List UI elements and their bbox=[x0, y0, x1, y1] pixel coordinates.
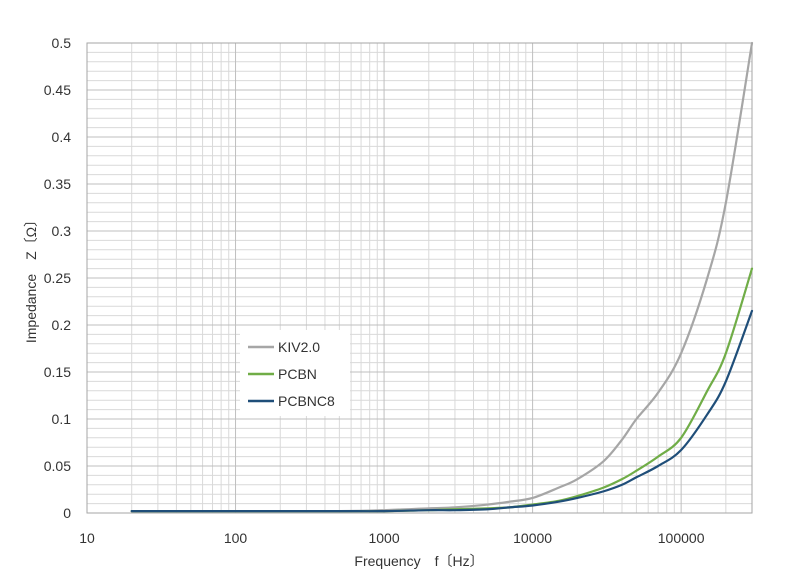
x-tick-label: 100 bbox=[224, 530, 248, 546]
y-axis-title: Impedance Z〔Ω〕 bbox=[23, 213, 39, 343]
y-tick-label: 0.2 bbox=[52, 317, 72, 333]
y-tick-label: 0.45 bbox=[44, 82, 71, 98]
legend-label: PCBNC8 bbox=[278, 393, 335, 409]
x-axis-tick-labels: 10 100 1000 10000 100000 bbox=[79, 530, 704, 546]
x-axis-title: Frequency f〔Hz〕 bbox=[354, 553, 483, 569]
plot-area-frame bbox=[86, 42, 753, 514]
legend-label: KIV2.0 bbox=[278, 339, 320, 355]
series-line-kiv2-0 bbox=[130, 41, 754, 513]
y-tick-label: 0.25 bbox=[44, 270, 71, 286]
y-tick-label: 0.1 bbox=[52, 411, 72, 427]
series-line-pcbnc8 bbox=[130, 309, 754, 513]
y-tick-label: 0.3 bbox=[52, 223, 72, 239]
major-gridlines bbox=[86, 42, 752, 514]
x-tick-label: 100000 bbox=[658, 530, 705, 546]
legend-label: PCBN bbox=[278, 366, 317, 382]
y-tick-label: 0 bbox=[63, 505, 71, 521]
y-tick-label: 0.35 bbox=[44, 176, 71, 192]
y-tick-label: 0.5 bbox=[52, 35, 72, 51]
legend: KIV2.0 PCBN PCBNC8 bbox=[240, 330, 350, 416]
x-tick-label: 10 bbox=[79, 530, 95, 546]
y-tick-label: 0.4 bbox=[52, 129, 72, 145]
x-tick-label: 10000 bbox=[513, 530, 552, 546]
y-axis-tick-labels: 0 0.05 0.1 0.15 0.2 0.25 0.3 0.35 0.4 0.45 0.5 bbox=[44, 35, 71, 521]
x-tick-label: 1000 bbox=[368, 530, 399, 546]
series-lines bbox=[130, 41, 754, 513]
y-tick-label: 0.15 bbox=[44, 364, 71, 380]
y-tick-label: 0.05 bbox=[44, 458, 71, 474]
